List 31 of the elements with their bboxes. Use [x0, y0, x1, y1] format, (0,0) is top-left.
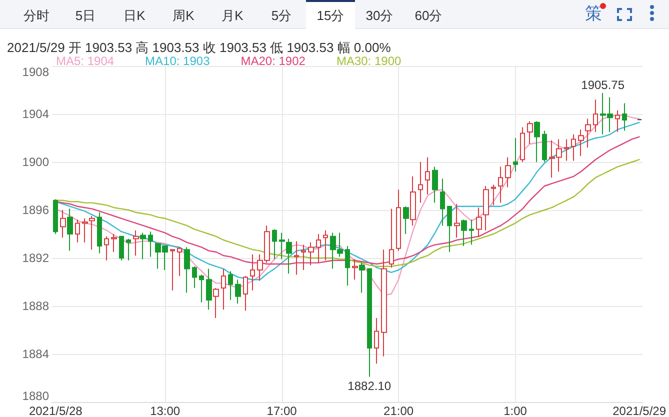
- chart-subtitle: 2021/5/29 开 1903.53 高 1903.53 收 1903.53 低 1903.53 幅 0.00%: [7, 40, 392, 55]
- y-tick-label: 1892: [22, 251, 50, 265]
- x-tick-label: 2021/5/29: [612, 404, 666, 417]
- x-tick-label: 1:00: [504, 404, 528, 417]
- text: 日K: [122, 7, 146, 25]
- text: 月K: [220, 7, 244, 25]
- annotation: 1882.10: [348, 378, 392, 393]
- x-tick-label: 17:00: [266, 404, 298, 417]
- y-tick-label: 1896: [22, 203, 50, 217]
- y-tick-label: 1888: [22, 299, 50, 313]
- annotation: 1905.75: [581, 78, 625, 92]
- text: 60分: [414, 7, 444, 25]
- text: 5分: [270, 7, 293, 25]
- x-tick-label: 21:00: [384, 404, 414, 417]
- text: 周K: [172, 7, 196, 25]
- x-tick-label: 2021/5/28: [28, 404, 83, 417]
- y-tick-label: 1884: [22, 347, 50, 361]
- text: 分时: [22, 7, 50, 25]
- text: 30分: [364, 7, 394, 25]
- text: MA10: 1903: [145, 54, 210, 68]
- text: MA5: 1904: [56, 54, 114, 68]
- x-tick-label: 13:00: [150, 404, 180, 417]
- text: 15分: [306, 0, 355, 29]
- y-tick-label: 1904: [22, 107, 50, 121]
- text: MA20: 1902: [240, 54, 306, 68]
- y-tick-label: 1908: [22, 65, 50, 79]
- text: 5日: [74, 7, 97, 25]
- y-tick-label: 1880: [22, 389, 50, 403]
- y-tick-label: 1900: [22, 155, 50, 169]
- text: 策: [585, 4, 602, 23]
- text: MA30: 1900: [336, 54, 402, 68]
